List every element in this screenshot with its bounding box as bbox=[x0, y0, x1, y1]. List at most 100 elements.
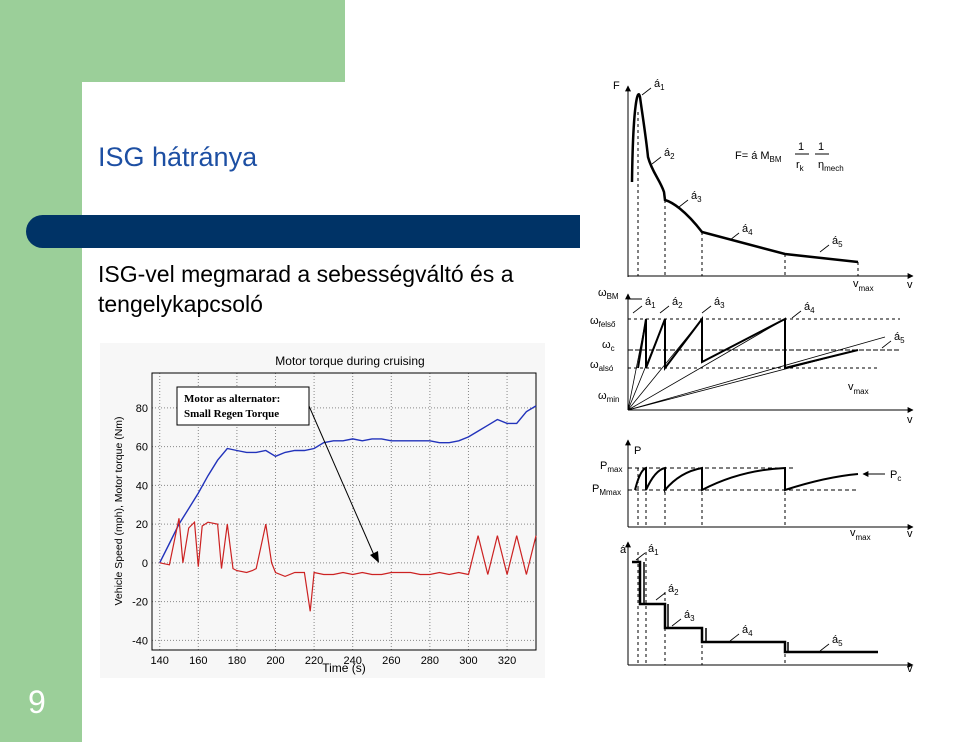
gear-label: á1 bbox=[654, 78, 665, 92]
gear-leader-line bbox=[791, 310, 802, 319]
speed-panel: ωBM ωfelső ωc ωalsó ωmin vmax v á1 á2 á3 á4… bbox=[590, 287, 914, 426]
x-axis-label: Time (s) bbox=[322, 661, 366, 675]
x-tick-label: 280 bbox=[421, 655, 439, 667]
annotation-arrowhead bbox=[370, 551, 379, 563]
gear-label: á4 bbox=[742, 624, 753, 638]
force-vmax-label: vmax bbox=[853, 278, 874, 293]
gear-leader-line bbox=[819, 643, 830, 652]
gear-diagram: F v F= á MBM 1 rk 1 ηmech vmax á1á2á3á4á… bbox=[580, 72, 960, 682]
gear-label: á2 bbox=[664, 147, 675, 161]
gear-leader-line bbox=[671, 618, 682, 627]
y-tick-label: -40 bbox=[132, 635, 148, 647]
gear-leader-line bbox=[659, 305, 670, 314]
vehicle-speed-series bbox=[159, 405, 537, 564]
annotation-line-2: Small Regen Torque bbox=[184, 408, 279, 420]
slide-title: ISG hátránya bbox=[98, 142, 258, 172]
gear-leader-line bbox=[881, 340, 892, 349]
gear-leader-line bbox=[632, 305, 643, 314]
x-tick-label: 160 bbox=[189, 655, 207, 667]
y-tick-label: 0 bbox=[142, 558, 148, 570]
svg-text:Pc: Pc bbox=[890, 469, 901, 483]
speed-gear-labels: á1 á2 á3 á4 á5 bbox=[632, 296, 905, 349]
svg-text:PMmax: PMmax bbox=[592, 483, 621, 497]
bullet-text: ISG-vel megmarad a sebességváltó és a te… bbox=[98, 261, 514, 317]
svg-text:v: v bbox=[907, 528, 913, 540]
gear-leader-line bbox=[655, 592, 666, 601]
gear-label: á2 bbox=[668, 583, 679, 597]
svg-text:1: 1 bbox=[818, 141, 824, 153]
x-tick-label: 300 bbox=[459, 655, 477, 667]
x-tick-label: 220 bbox=[305, 655, 323, 667]
gear-leader-line bbox=[641, 87, 652, 96]
force-formula: F= á MBM bbox=[735, 150, 782, 164]
power-curve bbox=[634, 466, 859, 493]
svg-text:P: P bbox=[634, 445, 641, 457]
engine-speed-sawtooth bbox=[637, 316, 859, 371]
gear-leader-line bbox=[729, 232, 740, 241]
annotation-arrow bbox=[308, 405, 375, 556]
svg-text:v: v bbox=[907, 414, 913, 426]
y-tick-label: -20 bbox=[132, 597, 148, 609]
y-axis-label: Vehicle Speed (mph), Motor torque (Nm) bbox=[113, 416, 125, 605]
page-number: 9 bbox=[28, 684, 46, 720]
y-tick-labels: 80 60 40 20 0 -20 -40 bbox=[132, 403, 148, 647]
x-tick-label: 260 bbox=[382, 655, 400, 667]
y-tick-label: 80 bbox=[136, 403, 148, 415]
y-tick-label: 20 bbox=[136, 519, 148, 531]
force-panel: F v F= á MBM 1 rk 1 ηmech vmax á1á2á3á4á… bbox=[613, 78, 914, 293]
x-tick-label: 180 bbox=[228, 655, 246, 667]
gear-label: á5 bbox=[832, 634, 843, 648]
gear-label: á5 bbox=[894, 331, 905, 345]
power-panel: P Pmax PMmax Pc vmax v bbox=[592, 439, 914, 542]
gear-label: á4 bbox=[742, 223, 753, 237]
svg-text:ωmin: ωmin bbox=[598, 390, 619, 404]
gear-label: á5 bbox=[832, 235, 843, 249]
gear-staircase bbox=[632, 560, 878, 654]
chart-title: Motor torque during cruising bbox=[275, 354, 424, 368]
svg-text:1: 1 bbox=[798, 141, 804, 153]
svg-text:ηmech: ηmech bbox=[818, 159, 844, 173]
svg-text:vmax: vmax bbox=[848, 381, 869, 396]
title-divider-bar bbox=[26, 215, 586, 248]
gear-leader-line bbox=[819, 244, 830, 253]
motor-torque-series bbox=[159, 518, 537, 612]
svg-text:á: á bbox=[620, 544, 627, 556]
motor-torque-chart: Motor torque during cruising 140 160 180 20… bbox=[100, 343, 545, 678]
gear-leader-line bbox=[678, 199, 689, 208]
gear-leader-line bbox=[701, 305, 712, 314]
svg-text:ωBM: ωBM bbox=[598, 287, 619, 301]
gear-leader-line bbox=[635, 552, 646, 561]
gear-label: á2 bbox=[672, 296, 683, 310]
force-envelope-curve bbox=[630, 93, 859, 264]
gear-label: á3 bbox=[691, 190, 702, 204]
gear-ratio-panel: á v á1 á2 á3 á4 á5 bbox=[620, 541, 914, 675]
x-tick-label: 320 bbox=[498, 655, 516, 667]
x-tick-label: 240 bbox=[344, 655, 362, 667]
plot-area-frame bbox=[151, 372, 537, 651]
green-top-band bbox=[0, 0, 345, 82]
staircase-gear-labels: á1 á2 á3 á4 á5 bbox=[635, 543, 843, 652]
svg-text:ωfelső: ωfelső bbox=[590, 315, 616, 329]
y-tick-label: 60 bbox=[136, 442, 148, 454]
gear-leader-line bbox=[729, 633, 740, 642]
x-tick-label: 140 bbox=[151, 655, 169, 667]
green-side-band bbox=[0, 0, 82, 742]
gear-label: á1 bbox=[648, 543, 659, 557]
force-axis-label: F bbox=[613, 80, 620, 92]
x-tick-labels: 140 160 180 200 220 240 260 280 300 320 bbox=[151, 655, 517, 667]
gear-label: á1 bbox=[645, 296, 656, 310]
force-gear-labels: á1 á2 á3 á4 á5 bbox=[641, 78, 843, 253]
y-tick-label: 40 bbox=[136, 480, 148, 492]
svg-text:ωalsó: ωalsó bbox=[590, 359, 614, 373]
gear-label: á4 bbox=[804, 301, 815, 315]
x-tick-label: 200 bbox=[266, 655, 284, 667]
gear-leader-line bbox=[651, 156, 662, 165]
annotation-line-1: Motor as alternator: bbox=[184, 393, 280, 405]
force-v-label: v bbox=[907, 279, 913, 291]
svg-text:Pmax: Pmax bbox=[600, 460, 622, 474]
gear-label: á3 bbox=[684, 609, 695, 623]
svg-text:vmax: vmax bbox=[850, 527, 871, 542]
svg-text:ωc: ωc bbox=[602, 339, 615, 353]
svg-text:rk: rk bbox=[796, 159, 805, 173]
gear-label: á3 bbox=[714, 296, 725, 310]
